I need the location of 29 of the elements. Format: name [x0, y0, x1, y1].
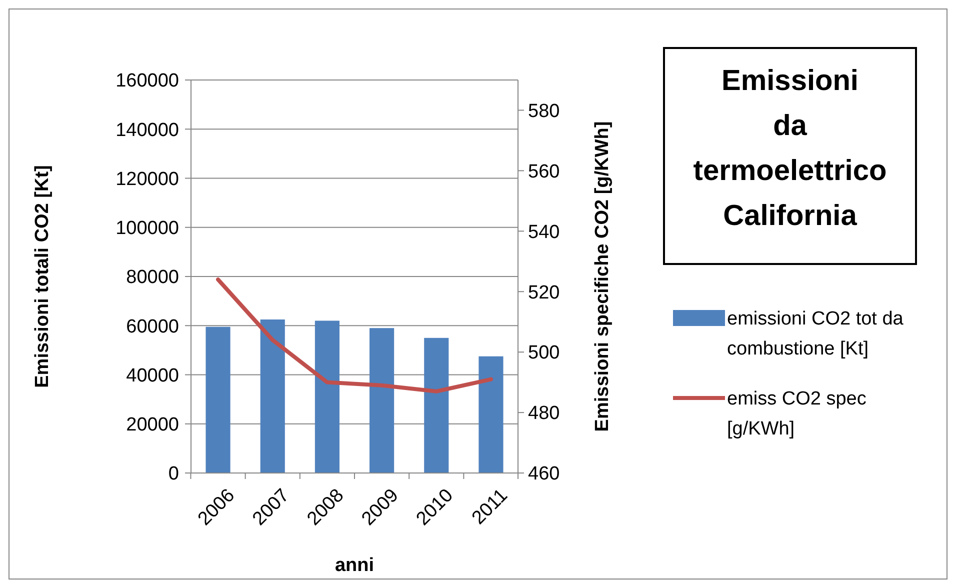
text: Emissioni da termoelettrico California — [693, 65, 887, 232]
y2-tick-label: 540 — [528, 222, 560, 243]
bar — [260, 319, 285, 473]
y2-tick-label: 580 — [528, 100, 560, 122]
y-tick-label: 20000 — [126, 414, 179, 436]
y-axis-title: Emissioni totali CO2 [Kt] — [32, 165, 53, 388]
y2-tick-label: 560 — [528, 161, 560, 182]
y-tick-label: 0 — [168, 464, 179, 485]
bar — [424, 338, 449, 473]
y-tick-label: 40000 — [126, 365, 179, 386]
y2-tick-label: 480 — [528, 403, 560, 424]
y2-tick-label: 460 — [528, 464, 560, 485]
bar — [206, 326, 230, 473]
legend-label: emissioni CO2 tot da combustione [Kt] — [727, 308, 904, 360]
y-tick-label: 100000 — [116, 218, 179, 240]
bar — [478, 356, 504, 473]
y-tick-label: 160000 — [116, 70, 179, 92]
y2-tick-label: 520 — [528, 282, 560, 304]
y2-axis-title: Emissioni specifiche CO2 [g/KWh] — [592, 121, 613, 432]
bar — [370, 328, 394, 473]
y-tick-label: 60000 — [126, 316, 179, 338]
line-series — [216, 278, 493, 394]
y-tick-label: 80000 — [126, 267, 179, 288]
y-tick-label: 140000 — [116, 120, 179, 141]
y-tick-label: 120000 — [116, 168, 179, 190]
legend-label: emiss CO2 spec [g/KWh] — [727, 388, 866, 440]
x-axis-title: anni — [334, 555, 374, 576]
y2-tick-label: 500 — [528, 342, 560, 364]
bar — [314, 320, 340, 473]
